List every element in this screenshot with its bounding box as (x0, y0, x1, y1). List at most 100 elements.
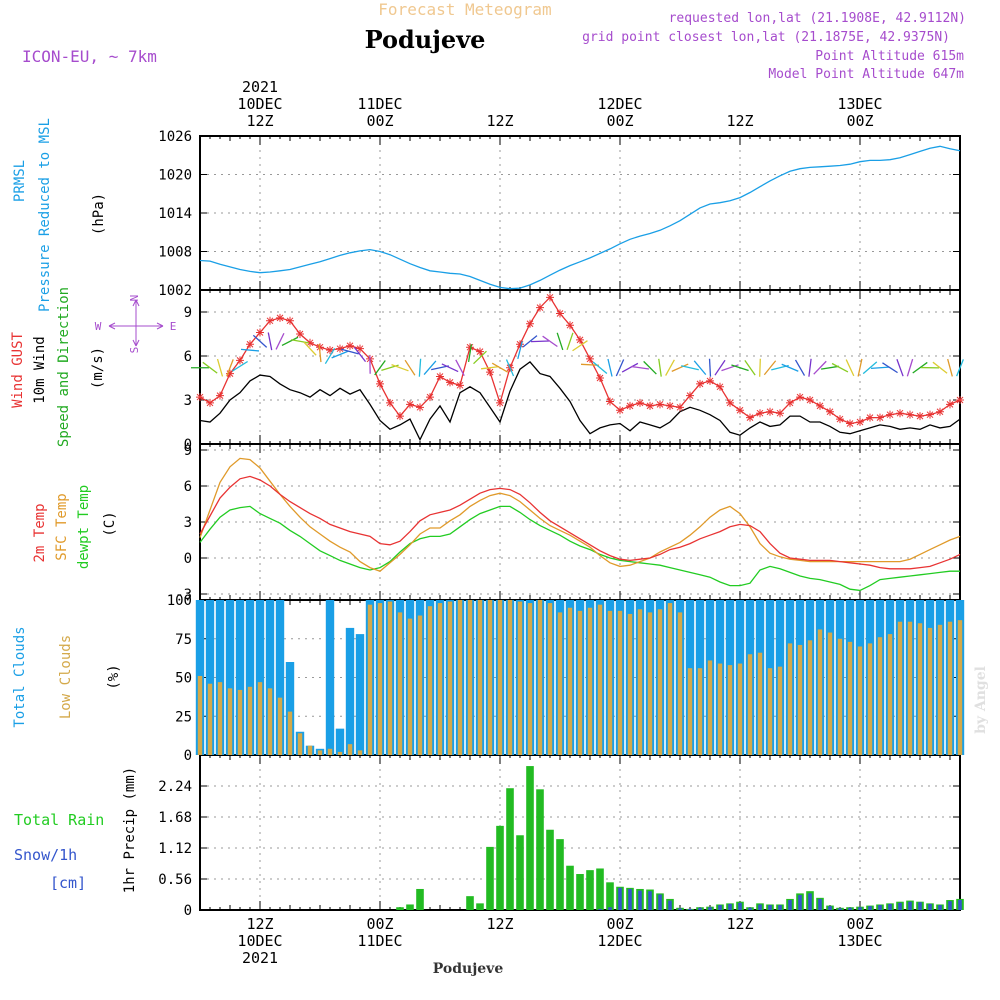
wind-direction-arrow (845, 359, 855, 377)
wind-gust-line-point (936, 407, 944, 416)
rain-bar (466, 896, 474, 910)
rain-bar (586, 870, 594, 910)
wind-10m-label: 10m Wind (32, 336, 48, 403)
bottom-time-label: 11DEC (357, 932, 402, 950)
wind-gust-line-point (486, 368, 494, 377)
top-time-label: 2021 (242, 78, 278, 96)
total-cloud-bar (285, 662, 295, 755)
wind-gust-line-point (466, 343, 474, 352)
low-cloud-bar (817, 629, 823, 755)
bottom-time-label: 13DEC (837, 932, 882, 950)
compass-south: S (128, 347, 141, 354)
wind-direction-arrow (906, 358, 914, 377)
wind-gust-line-point (286, 316, 294, 325)
bottom-time-label: 12Z (246, 915, 273, 933)
rain-bar (406, 904, 414, 910)
bottom-time-label: 00Z (846, 915, 873, 933)
wind-gust-line-point (656, 400, 664, 409)
wind-direction-arrow (303, 341, 317, 356)
snow-bar (798, 895, 802, 910)
rain-bar (556, 839, 564, 910)
prmsl-label: PRMSL (12, 160, 28, 202)
low-cloud-bar (477, 600, 483, 755)
wind-direction-arrow (226, 359, 234, 377)
compass-arrows-icon (108, 299, 164, 347)
footer-station: Podujeve (433, 961, 504, 977)
wind-gust-line-point (626, 401, 634, 410)
wind-gust-line-point (726, 398, 734, 407)
wind-labels: Wind GUST 10m Wind Speed and Direction (… (10, 287, 176, 447)
top-time-label: 10DEC (237, 95, 282, 113)
wind-gust-line-point (796, 393, 804, 402)
top-time-label: 12DEC (597, 95, 642, 113)
snow-bar (868, 906, 872, 910)
wind-gust-line-point (446, 378, 454, 387)
snow-bar (788, 900, 792, 910)
total-cloud-bar (355, 634, 365, 755)
wind-direction-arrow (374, 360, 386, 376)
wind-direction-arrow (759, 358, 761, 377)
snow-bar (648, 891, 652, 910)
low-cloud-bar (557, 612, 563, 755)
low-cloud-bar (897, 621, 903, 755)
wind-gust-line-point (476, 347, 484, 356)
low-cloud-bar (227, 688, 233, 755)
low-cloud-bar (907, 621, 913, 755)
wind-direction-arrow (530, 340, 550, 343)
y-tick-label: 3 (184, 393, 192, 409)
y-tick-label: 0 (184, 437, 192, 453)
total-cloud-bar (205, 600, 215, 755)
wind-gust-line-point (426, 393, 434, 402)
wind-gust-line-point (846, 419, 854, 428)
panel-2-axes: -3 0 3 6 9 (175, 443, 961, 603)
pressure-unit-label: (hPa) (91, 193, 107, 235)
wind-direction-arrow (630, 365, 650, 370)
wind-direction-arrow (708, 358, 712, 377)
snow-bar (898, 902, 902, 910)
snow-bar (888, 903, 892, 910)
model-label: ICON-EU, ~ 7km (22, 47, 157, 66)
wind-direction-arrow (808, 358, 812, 377)
wind-direction-arrow (353, 347, 367, 363)
low-cloud-bar (287, 711, 293, 755)
wind-direction-arrow (763, 360, 777, 376)
wind-direction-arrow (480, 365, 500, 370)
low-cloud-bar (687, 668, 693, 755)
panel-1-axes: 0 3 6 9 (184, 289, 961, 453)
total-cloud-bar (225, 600, 235, 755)
bottom-time-label: 12Z (486, 915, 513, 933)
y-tick-label: 9 (184, 305, 192, 321)
compass-east: E (170, 320, 177, 333)
low-cloud-bar (737, 663, 743, 755)
low-cloud-bar (597, 604, 603, 755)
low-cloud-bar (717, 663, 723, 755)
total-cloud-bar (335, 728, 345, 755)
wind-gust-line-point (356, 344, 364, 353)
snow-bar (958, 900, 962, 910)
total-rain-label: Total Rain (14, 811, 104, 829)
low-cloud-bar (497, 600, 503, 755)
precip-labels: Total Rain Snow/1h [cm] 1hr Precip (mm) (14, 767, 138, 893)
snow-bar (678, 908, 682, 910)
snow-bar (848, 907, 852, 910)
low-cloud-bar (727, 665, 733, 755)
snow-bar (938, 905, 942, 910)
wind-direction-arrow (491, 362, 509, 373)
snow-bar (658, 894, 662, 910)
wind-direction-arrow (267, 332, 273, 351)
wind-gust-line-point (566, 321, 574, 330)
low-cloud-bar (947, 621, 953, 755)
total-cloud-bar (325, 600, 335, 755)
wind-gust-line-point (756, 409, 764, 418)
low-cloud-bar (397, 612, 403, 755)
snow-bar (628, 888, 632, 910)
bottom-time-label: 12Z (726, 915, 753, 933)
wind-gust-line-point (496, 398, 504, 407)
wind-gust-line-point (216, 391, 224, 400)
wind-direction-arrow (658, 358, 662, 377)
low-cloud-bar (327, 748, 333, 755)
top-time-label: 00Z (606, 112, 633, 130)
snow-label: Snow/1h (14, 846, 77, 864)
low-cloud-bar (337, 751, 343, 755)
